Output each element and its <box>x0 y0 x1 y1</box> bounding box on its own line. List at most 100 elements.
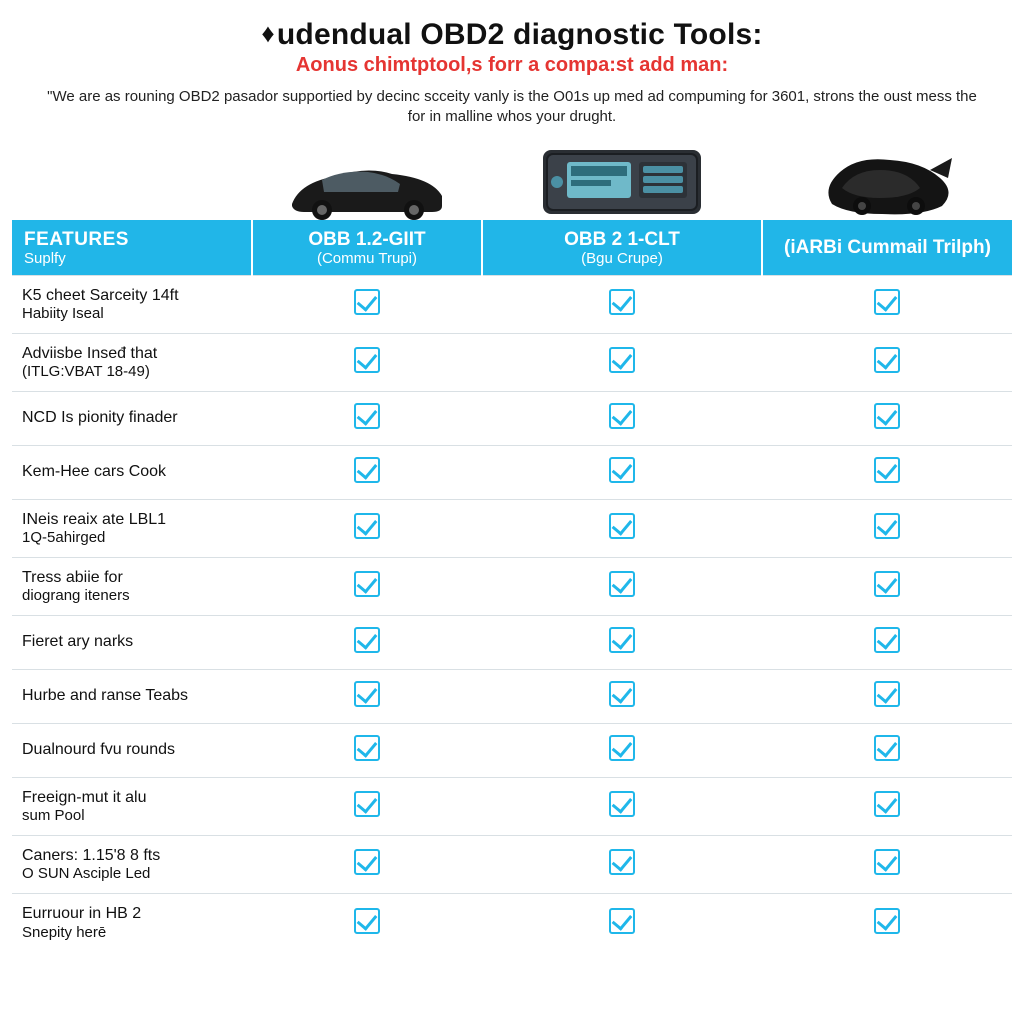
feature-label-line1: Freeign-mut it alu <box>22 789 244 808</box>
feature-label-line1: Adviisbe Inseđ that <box>22 345 244 364</box>
check-cell <box>252 778 482 836</box>
feature-label-line1: Kem-Hee cars Cook <box>22 463 244 482</box>
checkmark-icon <box>609 403 635 429</box>
checkmark-icon <box>609 791 635 817</box>
product-image-scanner <box>482 144 762 220</box>
feature-label-line1: Eurruour in HB 2 <box>22 905 244 924</box>
check-cell <box>252 670 482 724</box>
check-cell <box>762 836 1012 894</box>
page: ♦udendual OBD2 diagnostic Tools: Aonus c… <box>0 0 1024 952</box>
checkmark-icon <box>874 849 900 875</box>
product-image-car <box>252 154 482 220</box>
checkmark-icon <box>354 791 380 817</box>
check-cell <box>482 778 762 836</box>
checkmark-icon <box>874 681 900 707</box>
check-cell <box>252 836 482 894</box>
checkmark-icon <box>874 571 900 597</box>
check-cell <box>482 446 762 500</box>
device-icon <box>812 148 962 220</box>
table-row: K5 cheet Sarceity 14ftHabiity Iseal <box>12 276 1012 334</box>
check-cell <box>762 276 1012 334</box>
feature-cell: Caners: 1.15'8 8 ftsO SUN Asciple Led <box>12 836 252 894</box>
column-header-p3-label: (iARBi Cummail Trilph) <box>769 238 1006 259</box>
checkmark-icon <box>354 681 380 707</box>
checkmark-icon <box>609 289 635 315</box>
check-cell <box>252 724 482 778</box>
checkmark-icon <box>354 908 380 934</box>
check-cell <box>482 724 762 778</box>
check-cell <box>762 616 1012 670</box>
checkmark-icon <box>354 849 380 875</box>
check-cell <box>762 558 1012 616</box>
feature-cell: Eurruour in HB 2Snepity herē <box>12 894 252 952</box>
check-cell <box>482 670 762 724</box>
feature-cell: Hurbe and ranse Teabs <box>12 670 252 724</box>
column-header-p2-label: OBB 2 1-CLT <box>489 230 755 251</box>
feature-label-line1: Tress abiie for <box>22 569 244 588</box>
checkmark-icon <box>609 457 635 483</box>
checkmark-icon <box>609 681 635 707</box>
check-cell <box>762 894 1012 952</box>
table-row: Freeign-mut it alusum Pool <box>12 778 1012 836</box>
table-row: Dualnourd fvu rounds <box>12 724 1012 778</box>
table-row: Eurruour in HB 2Snepity herē <box>12 894 1012 952</box>
product-image-device <box>762 148 1012 220</box>
check-cell <box>762 670 1012 724</box>
check-cell <box>482 836 762 894</box>
check-cell <box>482 334 762 392</box>
check-cell <box>762 446 1012 500</box>
feature-label-line1: INeis reaix ate LBL1 <box>22 511 244 530</box>
feature-cell: Freeign-mut it alusum Pool <box>12 778 252 836</box>
check-cell <box>762 392 1012 446</box>
checkmark-icon <box>609 347 635 373</box>
feature-cell: Kem-Hee cars Cook <box>12 446 252 500</box>
column-header-product-3: (iARBi Cummail Trilph) <box>762 220 1012 276</box>
checkmark-icon <box>874 403 900 429</box>
checkmark-icon <box>354 571 380 597</box>
checkmark-icon <box>354 347 380 373</box>
feature-cell: Adviisbe Inseđ that(ITLG:VBAT 18-49) <box>12 334 252 392</box>
check-cell <box>252 276 482 334</box>
checkmark-icon <box>609 908 635 934</box>
check-cell <box>482 392 762 446</box>
checkmark-icon <box>874 289 900 315</box>
check-cell <box>482 894 762 952</box>
checkmark-icon <box>874 908 900 934</box>
table-row: Kem-Hee cars Cook <box>12 446 1012 500</box>
title-bullet-icon: ♦ <box>261 18 274 48</box>
table-row: Caners: 1.15'8 8 ftsO SUN Asciple Led <box>12 836 1012 894</box>
check-cell <box>482 558 762 616</box>
check-cell <box>762 724 1012 778</box>
check-cell <box>252 558 482 616</box>
checkmark-icon <box>874 735 900 761</box>
column-header-product-1: OBB 1.2-GIIT (Commu Trupi) <box>252 220 482 276</box>
checkmark-icon <box>354 289 380 315</box>
checkmark-icon <box>354 457 380 483</box>
page-title: ♦udendual OBD2 diagnostic Tools: <box>12 18 1012 52</box>
page-blurb: "We are as rouning OBD2 pasador supporti… <box>42 87 982 128</box>
column-header-p2-sub: (Bgu Crupe) <box>489 250 755 267</box>
car-icon <box>282 154 452 220</box>
feature-label-line2: O SUN Asciple Led <box>22 865 244 883</box>
feature-cell: K5 cheet Sarceity 14ftHabiity Iseal <box>12 276 252 334</box>
feature-label-line2: Habiity Iseal <box>22 305 244 323</box>
checkmark-icon <box>609 735 635 761</box>
feature-cell: NCD Is pionity finader <box>12 392 252 446</box>
feature-label-line2: Snepity herē <box>22 924 244 942</box>
checkmark-icon <box>609 849 635 875</box>
table-row: NCD Is pionity finader <box>12 392 1012 446</box>
table-header-row: FEATURES Suplfy OBB 1.2-GIIT (Commu Trup… <box>12 220 1012 276</box>
column-header-p1-sub: (Commu Trupi) <box>259 250 475 267</box>
check-cell <box>762 778 1012 836</box>
check-cell <box>762 500 1012 558</box>
column-header-p1-label: OBB 1.2-GIIT <box>259 230 475 251</box>
checkmark-icon <box>354 735 380 761</box>
feature-cell: Tress abiie fordiograng iteners <box>12 558 252 616</box>
feature-cell: Fieret ary narks <box>12 616 252 670</box>
check-cell <box>252 392 482 446</box>
check-cell <box>252 616 482 670</box>
checkmark-icon <box>609 513 635 539</box>
feature-cell: Dualnourd fvu rounds <box>12 724 252 778</box>
feature-label-line2: sum Pool <box>22 807 244 825</box>
feature-cell: INeis reaix ate LBL11Q-5ahirged <box>12 500 252 558</box>
